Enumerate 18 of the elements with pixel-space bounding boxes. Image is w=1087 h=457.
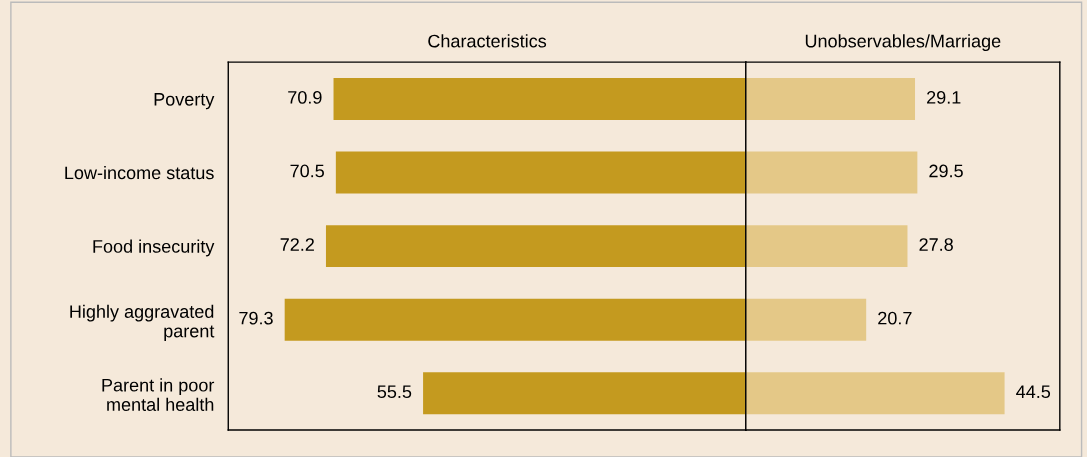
- y-tick-label: Poverty: [154, 93, 215, 110]
- data-label: 44.5: [1016, 385, 1051, 399]
- data-label: 79.3: [239, 311, 273, 325]
- data-label: 29.1: [927, 91, 961, 104]
- series-label: Unobservables/Marriage: [805, 34, 1001, 52]
- data-label: 29.5: [929, 164, 963, 178]
- data-label: 27.8: [919, 238, 953, 251]
- y-tick-label: Food insecurity: [93, 239, 215, 257]
- y-tick-label: Highly aggravated parent: [70, 304, 215, 341]
- data-label: 70.9: [288, 91, 322, 104]
- y-tick-label: Parent in poor mental health: [102, 378, 215, 411]
- data-label: 70.5: [290, 164, 324, 178]
- bar: [745, 298, 867, 341]
- data-label: 55.5: [377, 385, 412, 399]
- series-label: Characteristics: [428, 34, 547, 48]
- data-label: 72.2: [280, 238, 314, 251]
- data-label: 20.7: [878, 311, 912, 325]
- y-tick-label: Low-income status: [65, 165, 214, 180]
